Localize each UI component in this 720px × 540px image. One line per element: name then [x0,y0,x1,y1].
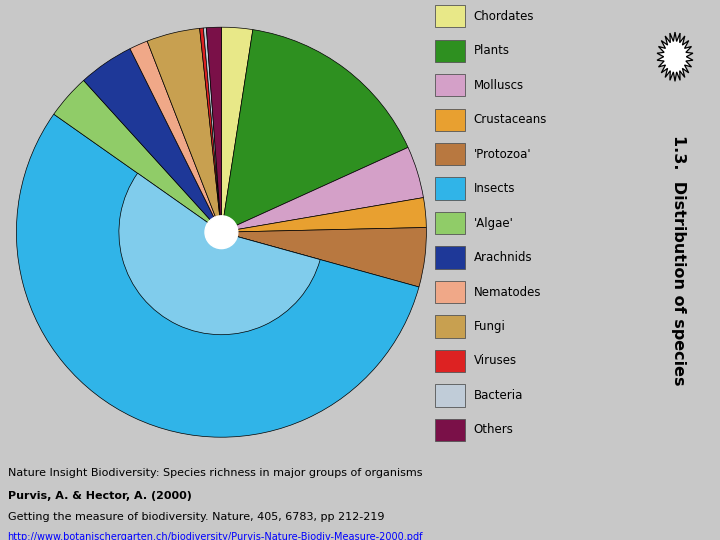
Wedge shape [222,147,423,232]
Wedge shape [54,80,222,232]
Wedge shape [222,198,426,232]
Bar [435,246,465,269]
Text: Fungi: Fungi [474,320,505,333]
Wedge shape [222,227,426,287]
Wedge shape [199,28,222,232]
Bar [435,384,465,407]
Wedge shape [147,29,222,232]
Bar [435,143,465,165]
Text: Insects: Insects [474,182,515,195]
Bar [435,39,465,62]
Text: Plants: Plants [474,44,510,57]
Text: Purvis, A. & Hector, A. (2000): Purvis, A. & Hector, A. (2000) [8,491,192,502]
Text: Viruses: Viruses [474,354,517,368]
Text: 1.3.  Distribution of species: 1.3. Distribution of species [671,135,686,386]
Wedge shape [203,28,222,232]
Wedge shape [222,30,408,232]
Wedge shape [222,27,253,232]
Bar [435,74,465,96]
Bar [435,5,465,28]
Bar [435,212,465,234]
Text: Nature Insight Biodiversity: Species richness in major groups of organisms: Nature Insight Biodiversity: Species ric… [8,468,422,478]
Polygon shape [657,32,693,82]
Wedge shape [119,173,320,335]
Text: Nematodes: Nematodes [474,286,541,299]
Text: 'Algae': 'Algae' [474,217,513,230]
Bar [435,315,465,338]
Bar [435,281,465,303]
Circle shape [205,216,238,248]
Bar [435,419,465,441]
Bar [435,350,465,372]
Text: Others: Others [474,423,513,436]
Wedge shape [17,114,419,437]
Text: http://www.botanischergarten.ch/biodiversity/Purvis-Nature-Biodiv-Measure-2000.p: http://www.botanischergarten.ch/biodiver… [8,532,423,540]
Text: Arachnids: Arachnids [474,251,532,264]
Text: Molluscs: Molluscs [474,79,523,92]
Wedge shape [84,49,222,232]
Text: Crustaceans: Crustaceans [474,113,547,126]
Wedge shape [130,41,222,232]
Text: Getting the measure of biodiversity. Nature, 405, 6783, pp 212-219: Getting the measure of biodiversity. Nat… [8,512,384,522]
Bar [435,109,465,131]
Text: Chordates: Chordates [474,10,534,23]
Text: Bacteria: Bacteria [474,389,523,402]
Wedge shape [207,27,222,232]
Bar [435,178,465,200]
Text: 'Protozoa': 'Protozoa' [474,147,531,160]
